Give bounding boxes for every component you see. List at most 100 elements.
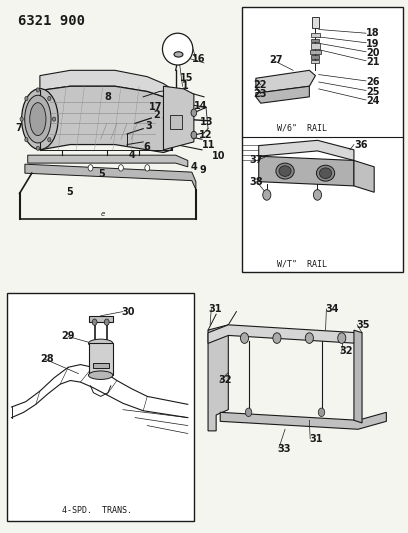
Text: 16: 16: [192, 54, 205, 63]
Text: O 4H: O 4H: [169, 54, 182, 59]
Circle shape: [20, 117, 23, 121]
Ellipse shape: [276, 163, 294, 179]
Circle shape: [240, 333, 248, 343]
Text: 7: 7: [16, 123, 22, 133]
Circle shape: [36, 88, 40, 92]
Bar: [170, 115, 182, 128]
Polygon shape: [259, 140, 354, 160]
Text: 20: 20: [366, 48, 379, 58]
Text: 5: 5: [99, 169, 105, 179]
Text: 19: 19: [366, 39, 379, 49]
Circle shape: [191, 109, 197, 116]
Bar: [89, 316, 113, 322]
Text: 5: 5: [66, 187, 73, 197]
Circle shape: [53, 117, 55, 121]
Polygon shape: [40, 86, 172, 152]
Text: 26: 26: [366, 77, 379, 87]
Polygon shape: [259, 156, 354, 186]
Bar: [311, 60, 319, 63]
Text: 27: 27: [269, 55, 282, 64]
Text: 17: 17: [149, 102, 163, 112]
Text: e: e: [100, 211, 105, 217]
Text: 21: 21: [366, 57, 379, 67]
Text: 32: 32: [340, 346, 353, 357]
Bar: [93, 363, 109, 368]
Polygon shape: [25, 164, 196, 190]
Text: 37: 37: [249, 156, 263, 165]
Polygon shape: [164, 86, 194, 150]
Text: 29: 29: [61, 332, 75, 342]
Bar: [311, 55, 319, 59]
Polygon shape: [40, 70, 172, 97]
Circle shape: [104, 319, 109, 325]
Circle shape: [25, 138, 28, 142]
Text: 14: 14: [194, 101, 208, 111]
Text: 11: 11: [202, 140, 215, 150]
Text: 31: 31: [208, 304, 222, 314]
Ellipse shape: [22, 88, 58, 150]
Text: 32: 32: [218, 375, 232, 385]
Ellipse shape: [25, 95, 51, 143]
Circle shape: [191, 131, 197, 139]
Text: 2: 2: [153, 110, 160, 120]
Bar: [310, 33, 320, 37]
Bar: [7, 293, 194, 521]
Text: 3: 3: [145, 121, 152, 131]
Polygon shape: [354, 160, 374, 192]
Ellipse shape: [89, 371, 113, 379]
Text: O 2H: O 2H: [169, 49, 182, 54]
Text: 15: 15: [180, 72, 193, 83]
Circle shape: [245, 408, 252, 417]
Text: 36: 36: [354, 140, 368, 150]
Circle shape: [48, 138, 51, 142]
Ellipse shape: [319, 168, 332, 179]
Text: 18: 18: [366, 28, 380, 38]
Polygon shape: [256, 70, 315, 93]
Ellipse shape: [162, 33, 193, 65]
Bar: [310, 50, 321, 54]
Circle shape: [313, 190, 322, 200]
Text: 4: 4: [191, 162, 198, 172]
Text: 13: 13: [200, 117, 213, 127]
Circle shape: [48, 96, 51, 101]
Circle shape: [36, 146, 40, 150]
Polygon shape: [354, 330, 362, 423]
Text: 28: 28: [40, 354, 53, 364]
Circle shape: [263, 190, 271, 200]
Ellipse shape: [174, 52, 183, 57]
Text: 10: 10: [212, 151, 226, 161]
Circle shape: [118, 165, 123, 171]
Text: 31: 31: [309, 434, 323, 444]
Text: 22: 22: [253, 79, 267, 90]
Bar: [310, 43, 320, 49]
Text: 33: 33: [277, 445, 290, 455]
Text: 35: 35: [356, 320, 370, 330]
Circle shape: [145, 165, 150, 171]
Polygon shape: [28, 155, 188, 167]
Text: 25: 25: [366, 86, 379, 96]
Text: 12: 12: [199, 130, 213, 140]
Text: W/6"  RAIL: W/6" RAIL: [277, 124, 327, 133]
Text: 34: 34: [326, 304, 339, 314]
Text: O 4L: O 4L: [169, 38, 182, 43]
Text: 4: 4: [129, 150, 136, 160]
Polygon shape: [256, 86, 309, 103]
Text: 38: 38: [249, 176, 263, 187]
Bar: [311, 38, 319, 42]
Circle shape: [25, 96, 28, 101]
Bar: [89, 343, 113, 375]
Text: 23: 23: [253, 88, 267, 99]
Text: O N: O N: [169, 43, 178, 49]
Polygon shape: [208, 325, 228, 431]
Text: 1: 1: [182, 81, 188, 91]
Polygon shape: [208, 325, 358, 343]
Text: 6321 900: 6321 900: [18, 13, 84, 28]
Text: 8: 8: [105, 92, 112, 102]
Text: 4-SPD.  TRANS.: 4-SPD. TRANS.: [62, 506, 132, 515]
Circle shape: [88, 165, 93, 171]
Circle shape: [305, 333, 313, 343]
Circle shape: [273, 333, 281, 343]
Text: 9: 9: [199, 165, 206, 175]
Circle shape: [318, 408, 325, 417]
Ellipse shape: [30, 103, 46, 135]
